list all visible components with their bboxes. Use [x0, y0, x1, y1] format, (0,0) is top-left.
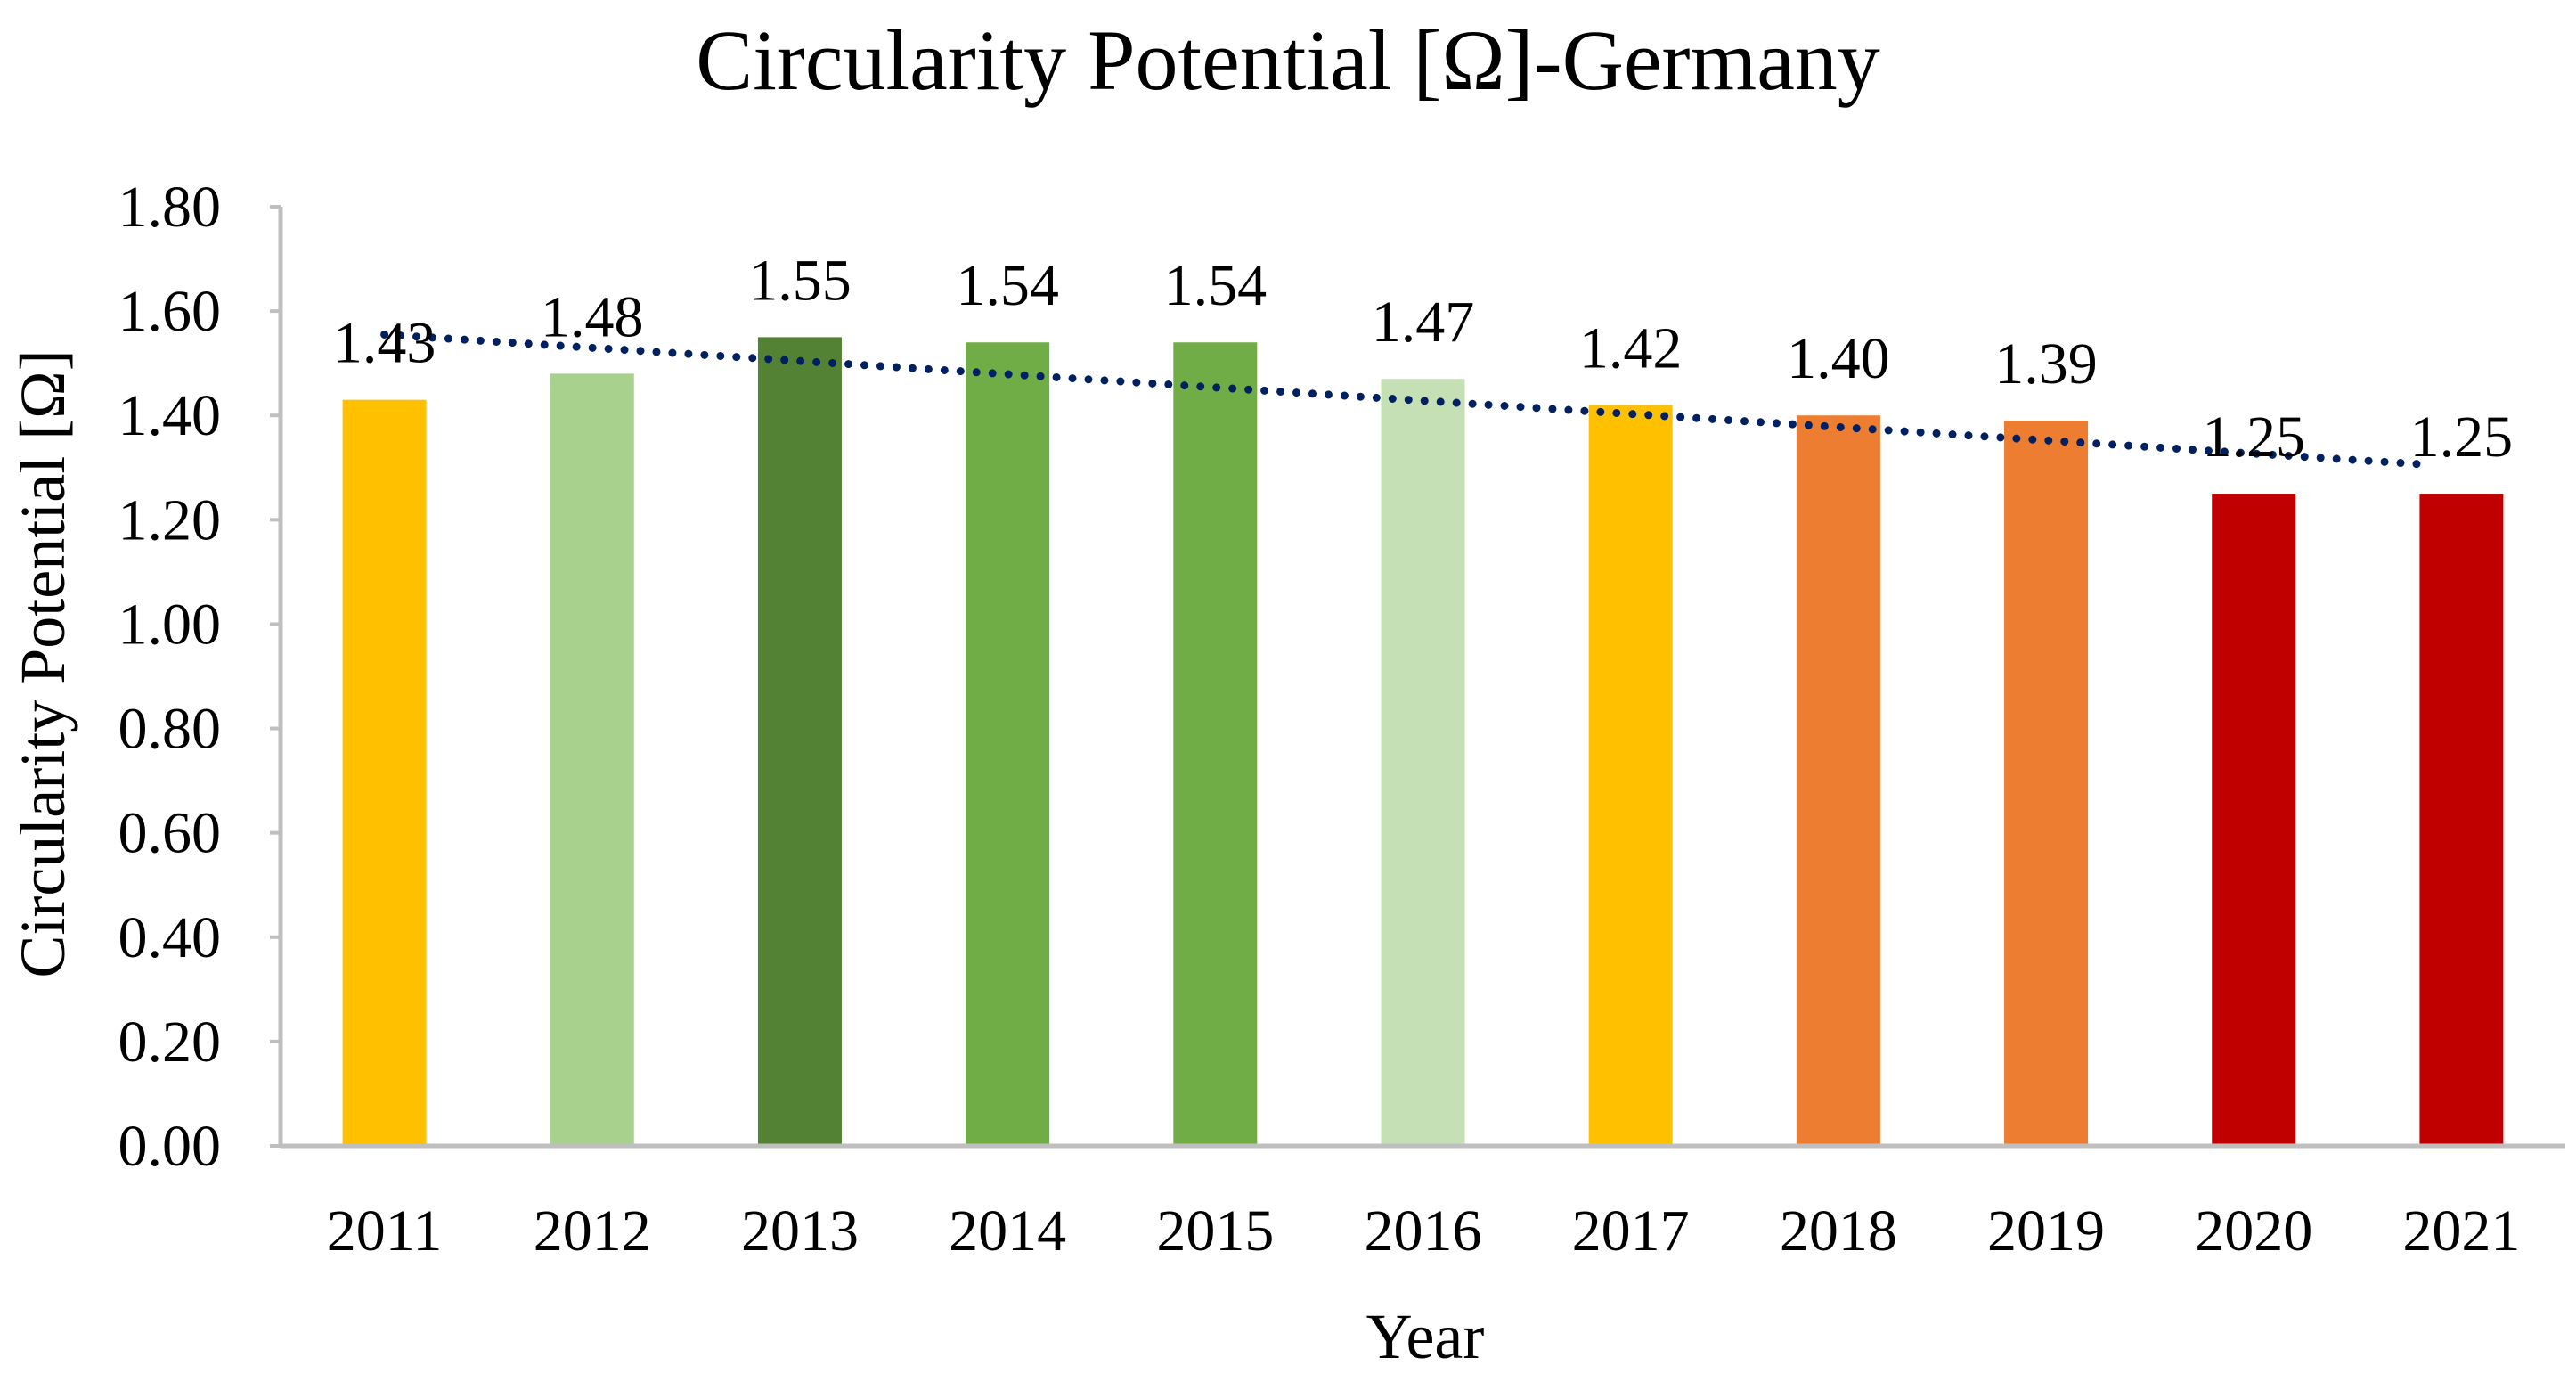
x-tick-label: 2011: [327, 1198, 443, 1264]
bars-layer: [342, 337, 2504, 1147]
x-tick-label: 2015: [1156, 1198, 1274, 1264]
bar-2012: [550, 373, 634, 1146]
x-tick-label: 2018: [1780, 1198, 1897, 1264]
data-label-2015: 1.54: [1164, 253, 1268, 318]
bar-2020: [2212, 494, 2296, 1146]
x-tick-label: 2019: [1987, 1198, 2105, 1264]
data-label-2012: 1.48: [541, 284, 644, 349]
data-label-2017: 1.42: [1579, 316, 1683, 381]
data-label-2021: 1.25: [2410, 405, 2514, 470]
data-label-2019: 1.39: [1994, 331, 2098, 397]
x-axis-label: Year: [1366, 1301, 1485, 1372]
data-label-2011: 1.43: [333, 311, 436, 376]
labels-layer: 1.43 1.48 1.55 1.54 1.54 1.47 1.42 1.40 1.39 1.25…: [333, 248, 2513, 470]
axes-layer: 0.00 0.20 0.40 0.60 0.80 1.00 1.20 1.40 1.60 1.80…: [118, 175, 2565, 1264]
y-tick-label: 0.20: [118, 1010, 222, 1075]
bar-2019: [2004, 421, 2089, 1147]
y-tick-label: 0.80: [118, 697, 222, 762]
data-label-2013: 1.55: [748, 248, 852, 313]
y-axis-label: Circularity Potential [Ω]: [7, 349, 78, 977]
bar-2021: [2419, 494, 2504, 1146]
y-tick-label: 1.20: [118, 487, 222, 552]
x-tick-label: 2016: [1365, 1198, 1482, 1264]
trendline: [380, 330, 2421, 469]
bar-2014: [966, 342, 1050, 1146]
bar-2013: [757, 337, 842, 1146]
y-tick-label: 1.60: [118, 279, 222, 344]
y-tick-label: 0.60: [118, 801, 222, 866]
data-label-2020: 1.25: [2202, 405, 2305, 470]
bar-2016: [1381, 379, 1465, 1146]
chart-title: Circularity Potential [Ω]-Germany: [696, 12, 1880, 108]
data-label-2016: 1.47: [1372, 290, 1475, 355]
data-label-2018: 1.40: [1787, 326, 1890, 391]
y-tick-label: 1.00: [118, 592, 222, 657]
bar-2018: [1796, 415, 1880, 1146]
x-tick-label: 2012: [534, 1198, 651, 1264]
y-tick-label: 1.80: [118, 175, 222, 240]
y-tick-label: 0.00: [118, 1114, 222, 1179]
x-tick-label: 2017: [1572, 1198, 1690, 1264]
x-tick-label: 2021: [2402, 1198, 2520, 1264]
x-tick-label: 2013: [741, 1198, 859, 1264]
x-tick-label: 2020: [2195, 1198, 2312, 1264]
bar-2011: [342, 399, 427, 1147]
y-tick-label: 1.40: [118, 383, 222, 448]
bar-2017: [1588, 405, 1673, 1146]
data-label-2014: 1.54: [956, 253, 1059, 318]
x-tick-label: 2014: [949, 1198, 1066, 1264]
bar-2015: [1173, 342, 1258, 1146]
trend-layer: [380, 330, 2421, 469]
y-tick-label: 0.40: [118, 905, 222, 970]
